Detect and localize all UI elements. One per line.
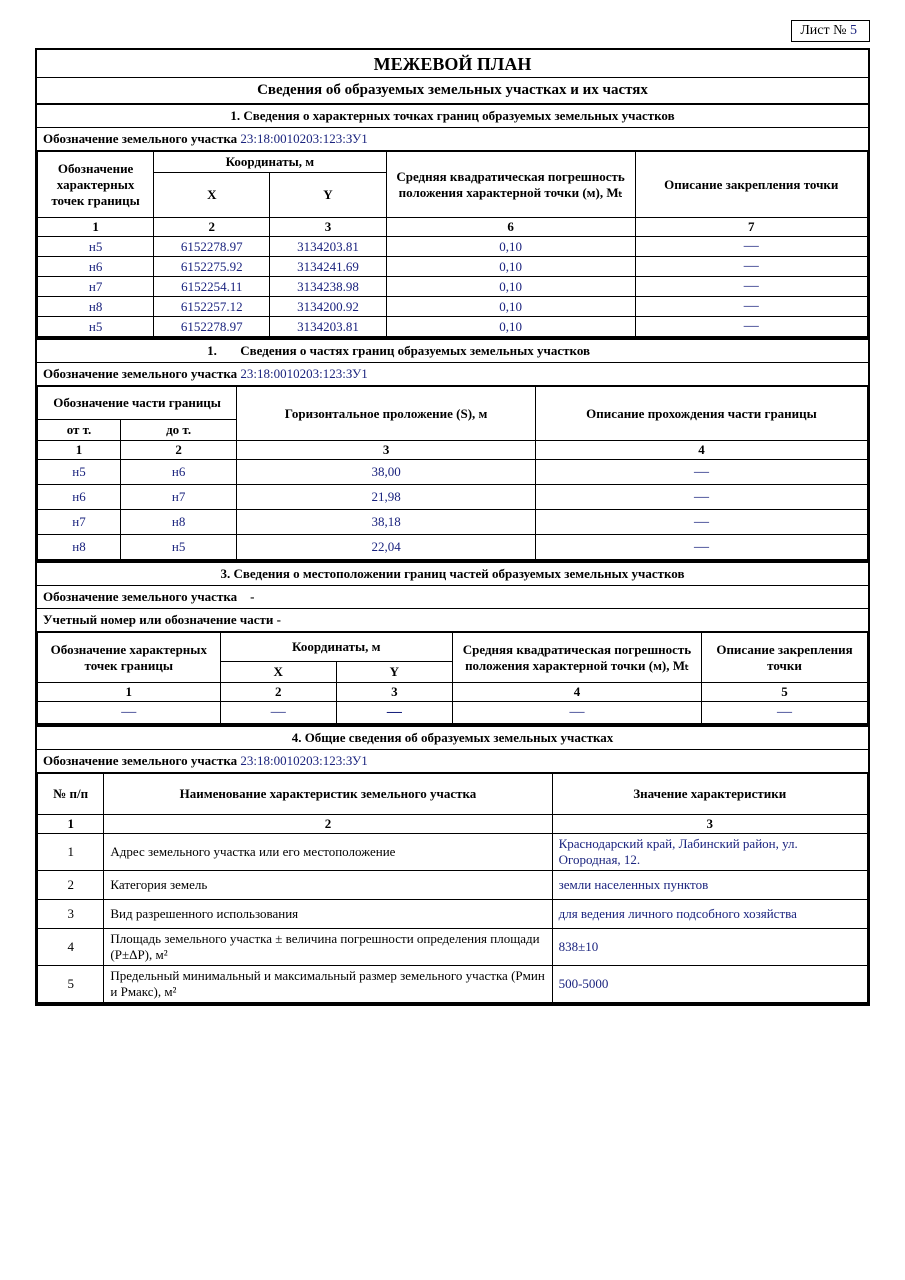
table-row: 5Предельный минимальный и максимальный р… <box>38 966 868 1003</box>
sub-title: Сведения об образуемых земельных участка… <box>37 78 868 105</box>
table-row: 4Площадь земельного участка ± величина п… <box>38 929 868 966</box>
section2-table: Обозначение части границы Горизонтальное… <box>37 386 868 560</box>
table-row: н56152278.973134203.810,10— <box>38 237 868 257</box>
table-row: 3Вид разрешенного использованиядля веден… <box>38 900 868 929</box>
section4-heading: 4. Общие сведения об образуемых земельны… <box>37 727 868 750</box>
section2-designation: Обозначение земельного участка 23:18:001… <box>37 363 868 386</box>
table-row: н5н638,00— <box>38 460 868 485</box>
section2-heading: 1. Сведения о частях границ образуемых з… <box>37 340 868 363</box>
table-row: н86152257.123134200.920,10— <box>38 297 868 317</box>
section1-table: Обозначение характерных точек границы Ко… <box>37 151 868 337</box>
table-row: н76152254.113134238.980,10— <box>38 277 868 297</box>
main-title: МЕЖЕВОЙ ПЛАН <box>37 50 868 78</box>
table-row: 1Адрес земельного участка или его местоп… <box>38 834 868 871</box>
table-row: н7н838,18— <box>38 510 868 535</box>
section3-designation: Обозначение земельного участка - <box>37 586 868 609</box>
section4-table: № п/п Наименование характеристик земельн… <box>37 773 868 1003</box>
table-row: н66152275.923134241.690,10— <box>38 257 868 277</box>
section3-account: Учетный номер или обозначение части - <box>37 609 868 632</box>
table-row: 2Категория земельземли населенных пункто… <box>38 871 868 900</box>
sheet-number-box: Лист № 5 <box>791 20 870 42</box>
table-row: н56152278.973134203.810,10— <box>38 317 868 337</box>
section4-designation: Обозначение земельного участка 23:18:001… <box>37 750 868 773</box>
section3-heading: 3. Сведения о местоположении границ част… <box>37 563 868 586</box>
document-frame: МЕЖЕВОЙ ПЛАН Сведения об образуемых земе… <box>35 48 870 1006</box>
table-row: н6н721,98— <box>38 485 868 510</box>
sheet-label: Лист № <box>800 23 846 38</box>
section1-designation: Обозначение земельного участка 23:18:001… <box>37 128 868 151</box>
sheet-number: 5 <box>850 23 857 38</box>
section3-table: Обозначение характерных точек границы Ко… <box>37 632 868 724</box>
table-row: н8н522,04— <box>38 535 868 560</box>
section1-heading: 1. Сведения о характерных точках границ … <box>37 105 868 128</box>
